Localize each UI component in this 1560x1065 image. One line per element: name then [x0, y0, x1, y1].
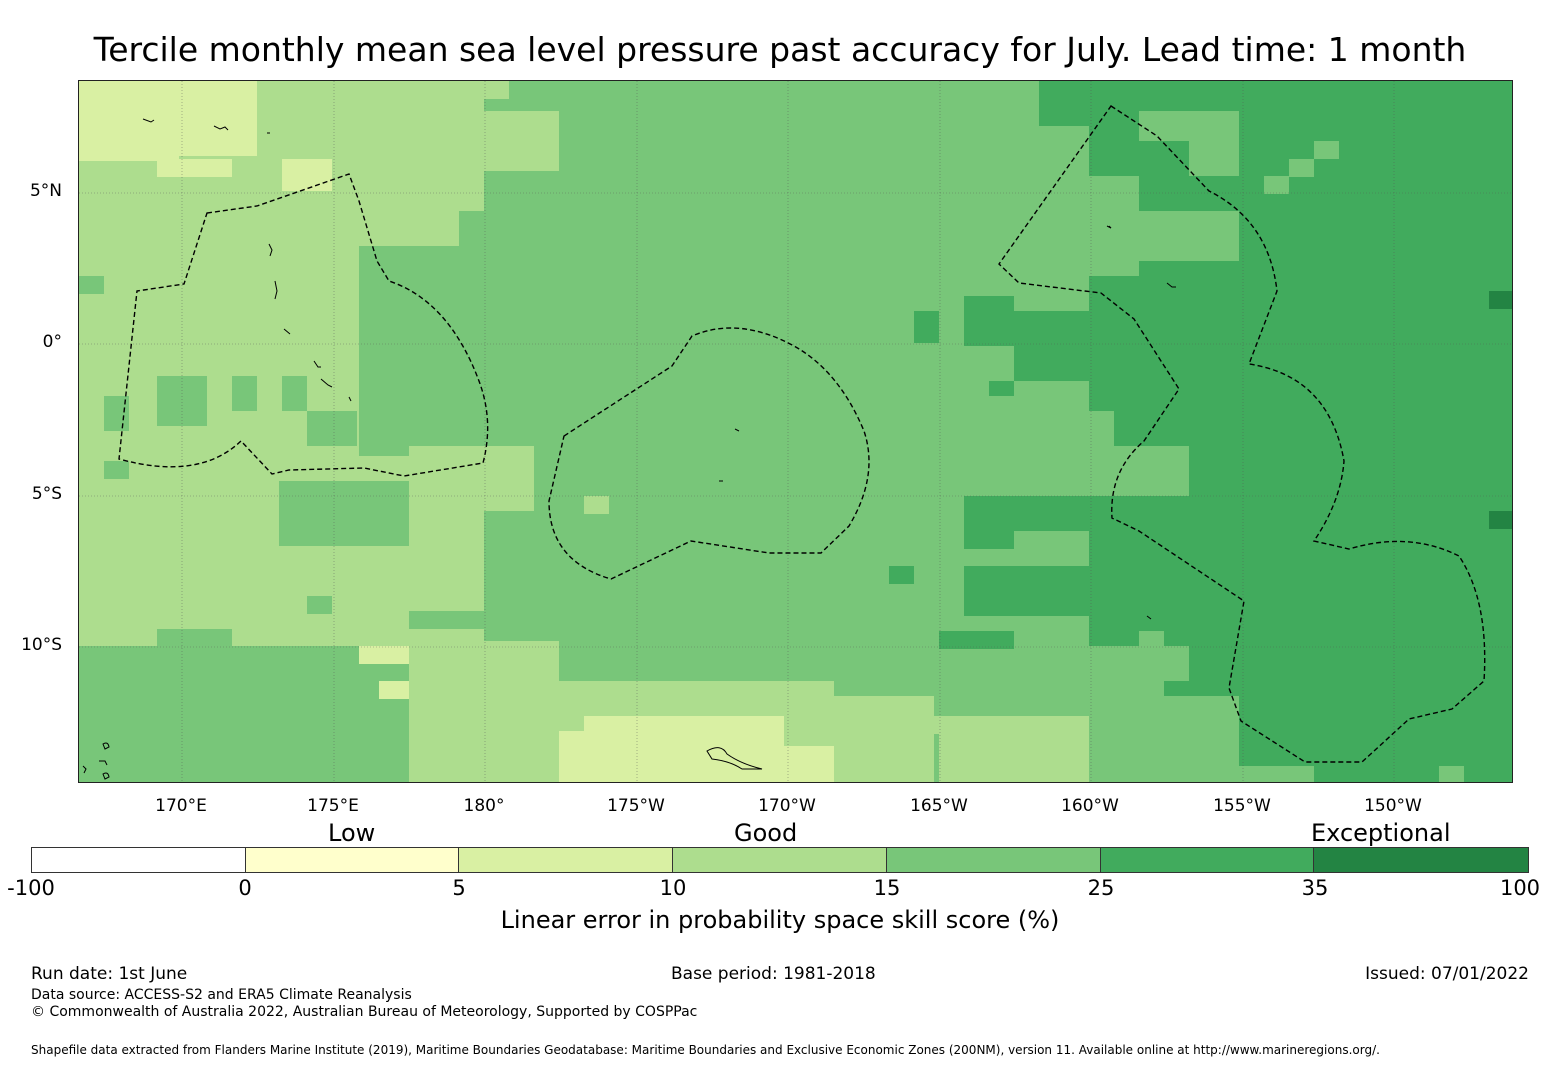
- lat-tick-label: 5°S: [31, 484, 62, 504]
- lon-tick-label: 150°W: [1364, 796, 1422, 816]
- lon-tick-label: 170°W: [758, 796, 816, 816]
- data-source: Data source: ACCESS-S2 and ERA5 Climate …: [31, 987, 412, 1003]
- colorbar-segment: [886, 848, 1101, 872]
- colorbar-tick-label: 35: [1301, 876, 1329, 900]
- category-exceptional-label: Exceptional: [1311, 819, 1451, 847]
- lat-tick-label: 5°N: [29, 181, 62, 201]
- colorbar: [31, 847, 1529, 873]
- shapefile-note: Shapefile data extracted from Flanders M…: [31, 1043, 1380, 1057]
- graticule: [79, 81, 1512, 782]
- skill-score-map: [78, 80, 1513, 783]
- colorbar-segment: [245, 848, 460, 872]
- lon-tick-label: 175°E: [307, 796, 359, 816]
- colorbar-segment: [32, 848, 246, 872]
- colorbar-tick-label: 100: [1499, 876, 1541, 900]
- lon-tick-label: 175°W: [607, 796, 665, 816]
- base-period: Base period: 1981-2018: [671, 964, 876, 984]
- colorbar-tick-label: 10: [659, 876, 687, 900]
- islands: [82, 118, 1176, 780]
- category-low-label: Low: [328, 819, 376, 847]
- colorbar-segment: [673, 848, 887, 872]
- chart-title: Tercile monthly mean sea level pressure …: [93, 30, 1467, 69]
- colorbar-tick-label: 15: [873, 876, 901, 900]
- colorbar-tick-label: 0: [238, 876, 252, 900]
- lon-tick-label: 170°E: [155, 796, 207, 816]
- issued-date: Issued: 07/01/2022: [1365, 964, 1529, 984]
- eez-boundaries: [118, 105, 1486, 763]
- lon-tick-label: 165°W: [910, 796, 968, 816]
- colorbar-segment: [459, 848, 674, 872]
- colorbar-tick-label: 25: [1087, 876, 1115, 900]
- lon-tick-label: 160°W: [1061, 796, 1119, 816]
- skill-field: [79, 81, 1512, 782]
- colorbar-segment: [1100, 848, 1315, 872]
- copyright: © Commonwealth of Australia 2022, Austra…: [31, 1004, 698, 1020]
- lat-tick-label: 0°: [42, 332, 62, 352]
- run-date: Run date: 1st June: [31, 964, 188, 984]
- map-canvas: [79, 81, 1512, 782]
- lat-tick-label: 10°S: [21, 635, 62, 655]
- lon-tick-label: 180°: [463, 796, 505, 816]
- colorbar-tick-label: -100: [7, 876, 55, 900]
- colorbar-tick-label: 5: [452, 876, 466, 900]
- colorbar-label: Linear error in probability space skill …: [500, 906, 1060, 934]
- category-good-label: Good: [734, 819, 798, 847]
- colorbar-segment: [1314, 848, 1529, 872]
- lon-tick-label: 155°W: [1213, 796, 1271, 816]
